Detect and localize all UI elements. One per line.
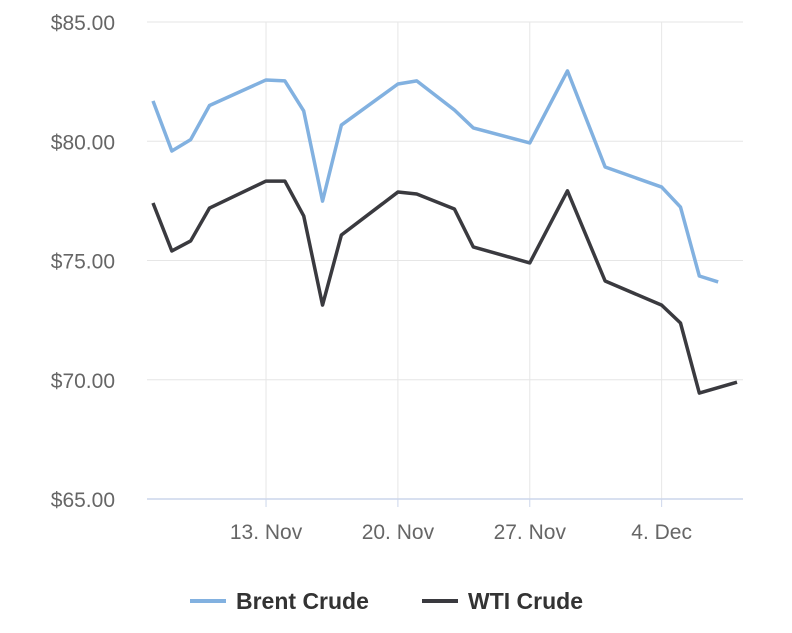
x-tick-label: 20. Nov <box>362 521 435 544</box>
y-tick-label: $85.00 <box>51 12 115 35</box>
y-tick-label: $75.00 <box>51 251 115 274</box>
legend-text: WTI Crude <box>468 588 583 614</box>
x-tick-label: 13. Nov <box>230 521 303 544</box>
line <box>151 179 738 395</box>
y-tick-label: $80.00 <box>51 131 115 154</box>
x-tick-label: 27. Nov <box>494 521 567 544</box>
line <box>151 69 719 284</box>
y-tick-label: $65.00 <box>51 489 115 512</box>
y-tick-label: $70.00 <box>51 370 115 393</box>
x-tick-label: 4. Dec <box>631 521 692 544</box>
legend-text: Brent Crude <box>236 588 369 614</box>
